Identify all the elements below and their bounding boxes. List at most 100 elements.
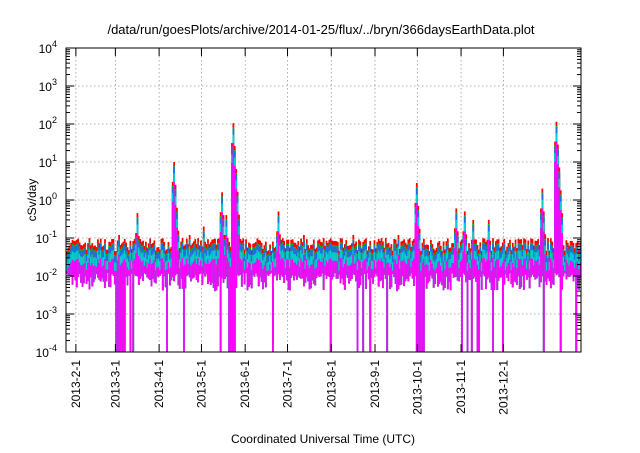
series-5-bar [178, 267, 181, 289]
series-5-bar [387, 262, 390, 276]
series-5-bar [263, 265, 266, 283]
series-5-bar [101, 266, 104, 279]
series-5-bar [305, 259, 308, 278]
series-5-bar [161, 258, 164, 291]
series-5-bar [314, 268, 317, 286]
series-5-bar [102, 265, 105, 282]
series-5-bar [327, 262, 329, 276]
series-5-bar [339, 258, 342, 284]
series-5-bar [147, 263, 150, 279]
series-5-bar [111, 258, 113, 275]
series-5-bar [472, 239, 475, 279]
series-5-bar [530, 258, 532, 278]
x-axis-label: Coordinated Universal Time (UTC) [231, 432, 415, 446]
series-5-bar [489, 260, 492, 283]
series-5-bar [524, 259, 527, 275]
series-5-bar [456, 251, 459, 281]
series-5-bar [334, 260, 336, 274]
series-5-bar [177, 250, 180, 286]
series-5-bar [157, 266, 160, 278]
series-5-bar [521, 264, 524, 276]
x-tick-label: 2013-12-1 [496, 360, 510, 415]
series-5-bar [496, 259, 499, 290]
series-4-bar [391, 262, 394, 274]
series-5-bar [154, 270, 157, 284]
series-5-bar [249, 263, 252, 285]
series-5-bar [176, 227, 178, 274]
series-5-bar [304, 268, 307, 283]
series-5-bar [554, 161, 556, 274]
x-tick-label: 2013-11-1 [454, 360, 468, 414]
series-4-bar [274, 258, 277, 275]
series-5-bar [184, 264, 187, 289]
y-tick-label: 104 [39, 39, 57, 56]
series-5-bar [497, 259, 500, 281]
series-5-bar [510, 270, 513, 285]
series-5-bar [407, 259, 410, 282]
series-4-bar [504, 261, 507, 275]
series-5-bar [544, 254, 547, 282]
series-5-bar [432, 268, 435, 288]
series-5-bar [231, 162, 233, 352]
series-5-bar [198, 265, 201, 275]
series-5-bar [396, 263, 398, 292]
series-5-bar [228, 261, 231, 352]
series-4-bar [143, 257, 146, 274]
series-5-bar [511, 262, 514, 288]
series-5-bar [190, 265, 192, 282]
series-5-bar [295, 264, 298, 280]
series-5-bar [552, 268, 555, 285]
series-5-bar [452, 262, 455, 278]
series-5-bar [540, 228, 542, 283]
series-4-bar [273, 259, 276, 276]
series-5-bar [372, 269, 374, 284]
series-5-bar [283, 260, 286, 283]
y-tick-label: 100 [39, 191, 57, 208]
series-5-bar [410, 266, 413, 274]
series-5-bar [438, 260, 441, 284]
series-5-bar [548, 270, 551, 282]
series-5-bar [355, 261, 358, 282]
series-5-bar [170, 266, 173, 281]
series-5-bar [533, 265, 535, 277]
series-5-bar [411, 260, 414, 279]
series-5-bar [373, 260, 376, 278]
x-tick-label: 2013-8-1 [324, 360, 338, 408]
series-5-bar [293, 262, 295, 281]
series-5-bar [518, 259, 521, 289]
series-5-bar [321, 262, 324, 274]
series-5-bar [71, 259, 74, 285]
series-5-bar [386, 263, 389, 352]
series-5-bar [454, 248, 456, 278]
series-5-bar [73, 260, 75, 277]
series-5-bar [140, 261, 143, 277]
series-5-bar [571, 260, 573, 275]
series-5-bar [557, 164, 559, 275]
series-5-bar [324, 265, 326, 275]
series-5-bar [91, 262, 94, 287]
series-5-bar [75, 259, 78, 288]
series-5-bar [149, 258, 152, 280]
series-5-bar [568, 265, 571, 277]
series-5-bar [106, 269, 109, 274]
series-5-bar [360, 268, 363, 276]
series-5-bar [290, 259, 293, 278]
series-5-bar [253, 263, 256, 277]
series-5-bar [397, 254, 400, 290]
series-5-bar [572, 262, 575, 282]
series-5-bar [212, 259, 215, 288]
series-5-bar [351, 263, 353, 279]
series-5-bar [242, 258, 245, 274]
series-5-bar [358, 259, 360, 288]
series-5-bar [166, 269, 168, 352]
series-5-bar [109, 262, 112, 288]
series-4-bar [284, 259, 287, 275]
series-5-bar [226, 257, 229, 289]
series-5-bar [80, 264, 82, 283]
series-5-bar [421, 262, 424, 352]
series-4-bar [564, 262, 566, 274]
series-5-bar [174, 204, 177, 276]
series-5-bar [430, 259, 432, 276]
y-tick-label: 10-1 [36, 229, 57, 246]
series-5-bar [483, 258, 486, 277]
